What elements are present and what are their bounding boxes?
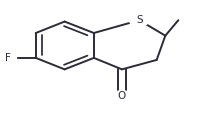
Circle shape [113, 91, 131, 102]
Text: S: S [136, 15, 143, 24]
Text: F: F [5, 53, 11, 63]
Circle shape [129, 13, 150, 26]
Text: O: O [118, 91, 126, 101]
Circle shape [0, 53, 17, 63]
